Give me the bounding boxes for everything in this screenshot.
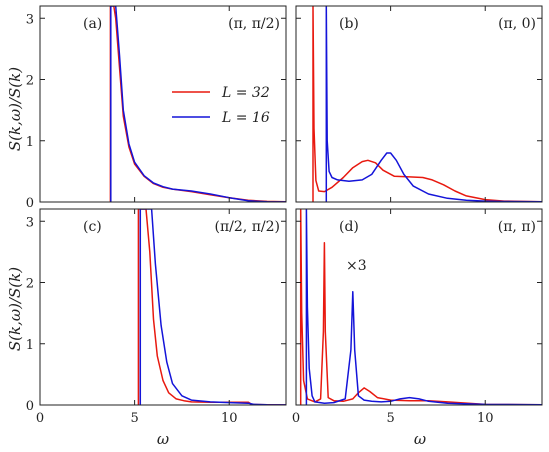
series-line-l32 xyxy=(137,209,286,405)
series-line-l32 xyxy=(299,209,542,405)
x-tick-label: 0 xyxy=(36,411,44,426)
panel-frame xyxy=(39,5,287,203)
panel-frame xyxy=(39,208,287,406)
panel-label: (c) xyxy=(83,219,102,235)
series-line-l16 xyxy=(305,209,542,405)
scale-annotation: ×3 xyxy=(346,258,367,274)
x-tick-label: 5 xyxy=(130,411,138,426)
legend-label-l16: L = 16 xyxy=(221,110,270,126)
legend-label-l32: L = 32 xyxy=(221,85,270,101)
y-tick-label: 1 xyxy=(26,338,34,353)
panel-curves-1 xyxy=(312,6,542,202)
series-line-l16 xyxy=(325,6,542,202)
x-tick-label: 10 xyxy=(221,411,238,426)
y-tick-label: 0 xyxy=(26,196,34,211)
y-tick-label: 2 xyxy=(26,277,34,292)
momentum-label: (π, 0) xyxy=(498,16,536,32)
panel-curves-0 xyxy=(109,6,286,202)
series-line-l32 xyxy=(109,6,286,202)
y-tick-label: 1 xyxy=(26,135,34,150)
momentum-label: (π/2, π/2) xyxy=(215,219,280,235)
y-tick-label: 0 xyxy=(26,399,34,414)
y-tick-label: 3 xyxy=(26,215,34,230)
y-axis-label-bottom: S(k,ω)/S(k) xyxy=(6,267,24,351)
series-line-l32 xyxy=(312,6,542,202)
panel-2: 0 5 10 0 1 2 3 (c) (π/2, π/2) xyxy=(26,208,287,426)
panel-1: (b) (π, 0) xyxy=(295,5,543,203)
x-tick-label: 10 xyxy=(477,411,494,426)
momentum-label: (π, π) xyxy=(498,219,536,235)
panel-curves-3 xyxy=(299,209,542,405)
panel-curves-2 xyxy=(137,209,286,405)
y-axis-label-top: S(k,ω)/S(k) xyxy=(6,67,24,151)
panel-label: (b) xyxy=(339,16,359,32)
y-tick-label: 3 xyxy=(26,12,34,27)
series-line-l16 xyxy=(110,6,286,202)
momentum-label: (π, π/2) xyxy=(228,16,280,32)
panel-label: (a) xyxy=(83,16,102,32)
panel-3: 0 5 10 (d) (π, π) ×3 xyxy=(292,208,543,426)
panel-frame xyxy=(295,208,543,406)
y-tick-label: 2 xyxy=(26,74,34,89)
panel-0: 0 1 2 3 (a) (π, π/2) xyxy=(26,5,287,211)
x-tick-label: 5 xyxy=(386,411,394,426)
legend: L = 32 L = 16 xyxy=(172,85,270,126)
x-axis-label-left: ω xyxy=(157,430,169,448)
panel-frame xyxy=(295,5,543,203)
x-axis-label-right: ω xyxy=(414,430,426,448)
series-line-l16 xyxy=(139,209,286,405)
panels: 0 1 2 3 (a) (π, π/2) (b) (π, 0) 0 5 10 0 1 2 3 (c) (π/2,… xyxy=(26,5,543,426)
x-tick-label: 0 xyxy=(292,411,300,426)
panel-label: (d) xyxy=(339,219,359,235)
